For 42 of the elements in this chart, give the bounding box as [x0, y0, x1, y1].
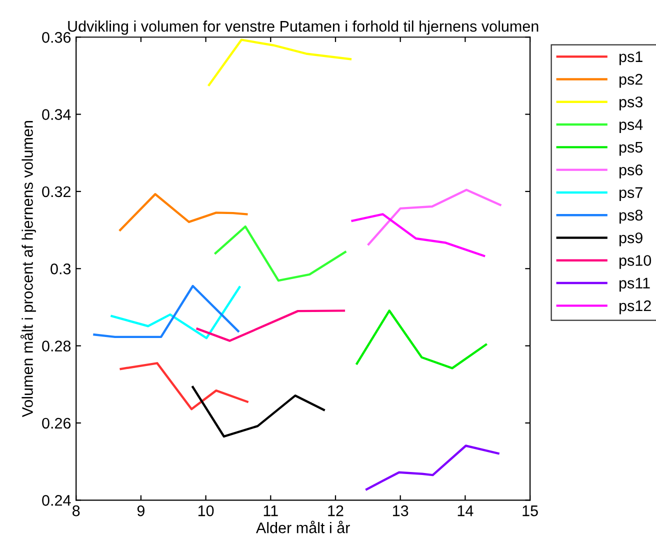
- x-tick-label: 10: [198, 505, 214, 516]
- legend-label: ps8: [620, 210, 642, 224]
- legend-label: ps7: [620, 187, 642, 201]
- x-tick-label: 14: [458, 506, 474, 516]
- legend-label: ps11: [620, 278, 650, 292]
- x-tick-label: 12: [328, 505, 344, 516]
- legend-label: ps2: [620, 74, 642, 88]
- line-series: [93, 284, 240, 338]
- x-tick-label: 15: [522, 506, 538, 516]
- legend-label: ps1: [620, 51, 642, 66]
- y-tick-label: 0.28: [42, 340, 71, 352]
- y-tick-label: 0.32: [42, 186, 70, 198]
- line-series: [356, 310, 488, 370]
- legend-label: ps3: [620, 96, 642, 110]
- chart-title: Udvikling i volumen for venstre Putamen i forhold til hjernens volumen: [68, 20, 538, 35]
- x-axis-title: Alder målt i år: [256, 520, 350, 534]
- y-tick-label: 0.34: [42, 109, 71, 120]
- line-series: [214, 225, 346, 282]
- x-tick-label: 13: [393, 505, 408, 516]
- line-series: [208, 38, 352, 86]
- y-tick-label: 0.24: [42, 495, 71, 506]
- line-series: [367, 188, 502, 246]
- legend-label: ps6: [620, 164, 642, 178]
- legend-label: ps9: [620, 232, 642, 246]
- line-series: [196, 310, 346, 342]
- line-series: [351, 213, 486, 258]
- line-series: [192, 386, 325, 438]
- x-tick-label: 8: [72, 505, 80, 516]
- line-series: [110, 286, 241, 340]
- y-tick-label: 0.26: [42, 418, 71, 429]
- x-tick-label: 9: [137, 505, 144, 516]
- legend-label: ps4: [620, 119, 643, 134]
- y-tick-label: 0.36: [42, 32, 71, 43]
- y-tick-label: 0.3: [50, 264, 71, 274]
- line-series: [366, 444, 500, 490]
- x-tick-label: 11: [264, 506, 278, 516]
- legend-label: ps5: [620, 142, 643, 156]
- legend-label: ps12: [620, 300, 651, 314]
- legend-label: ps10: [620, 255, 652, 269]
- line-series: [119, 193, 248, 232]
- line-series: [120, 362, 248, 410]
- y-axis-title: Volumen målt i procent af hjernens volumen: [20, 120, 36, 418]
